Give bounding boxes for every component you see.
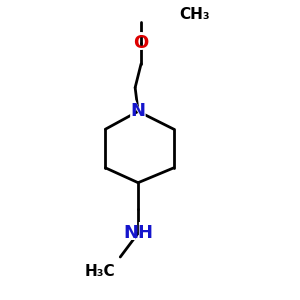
Text: CH₃: CH₃: [180, 7, 210, 22]
Text: H₃C: H₃C: [79, 262, 120, 282]
Text: N: N: [128, 99, 148, 123]
Text: NH: NH: [123, 224, 153, 242]
Text: O: O: [131, 31, 151, 55]
Text: H₃C: H₃C: [84, 264, 115, 279]
Text: NH: NH: [118, 221, 158, 245]
Text: CH₃: CH₃: [180, 5, 221, 25]
Text: N: N: [130, 102, 146, 120]
Text: O: O: [134, 34, 149, 52]
